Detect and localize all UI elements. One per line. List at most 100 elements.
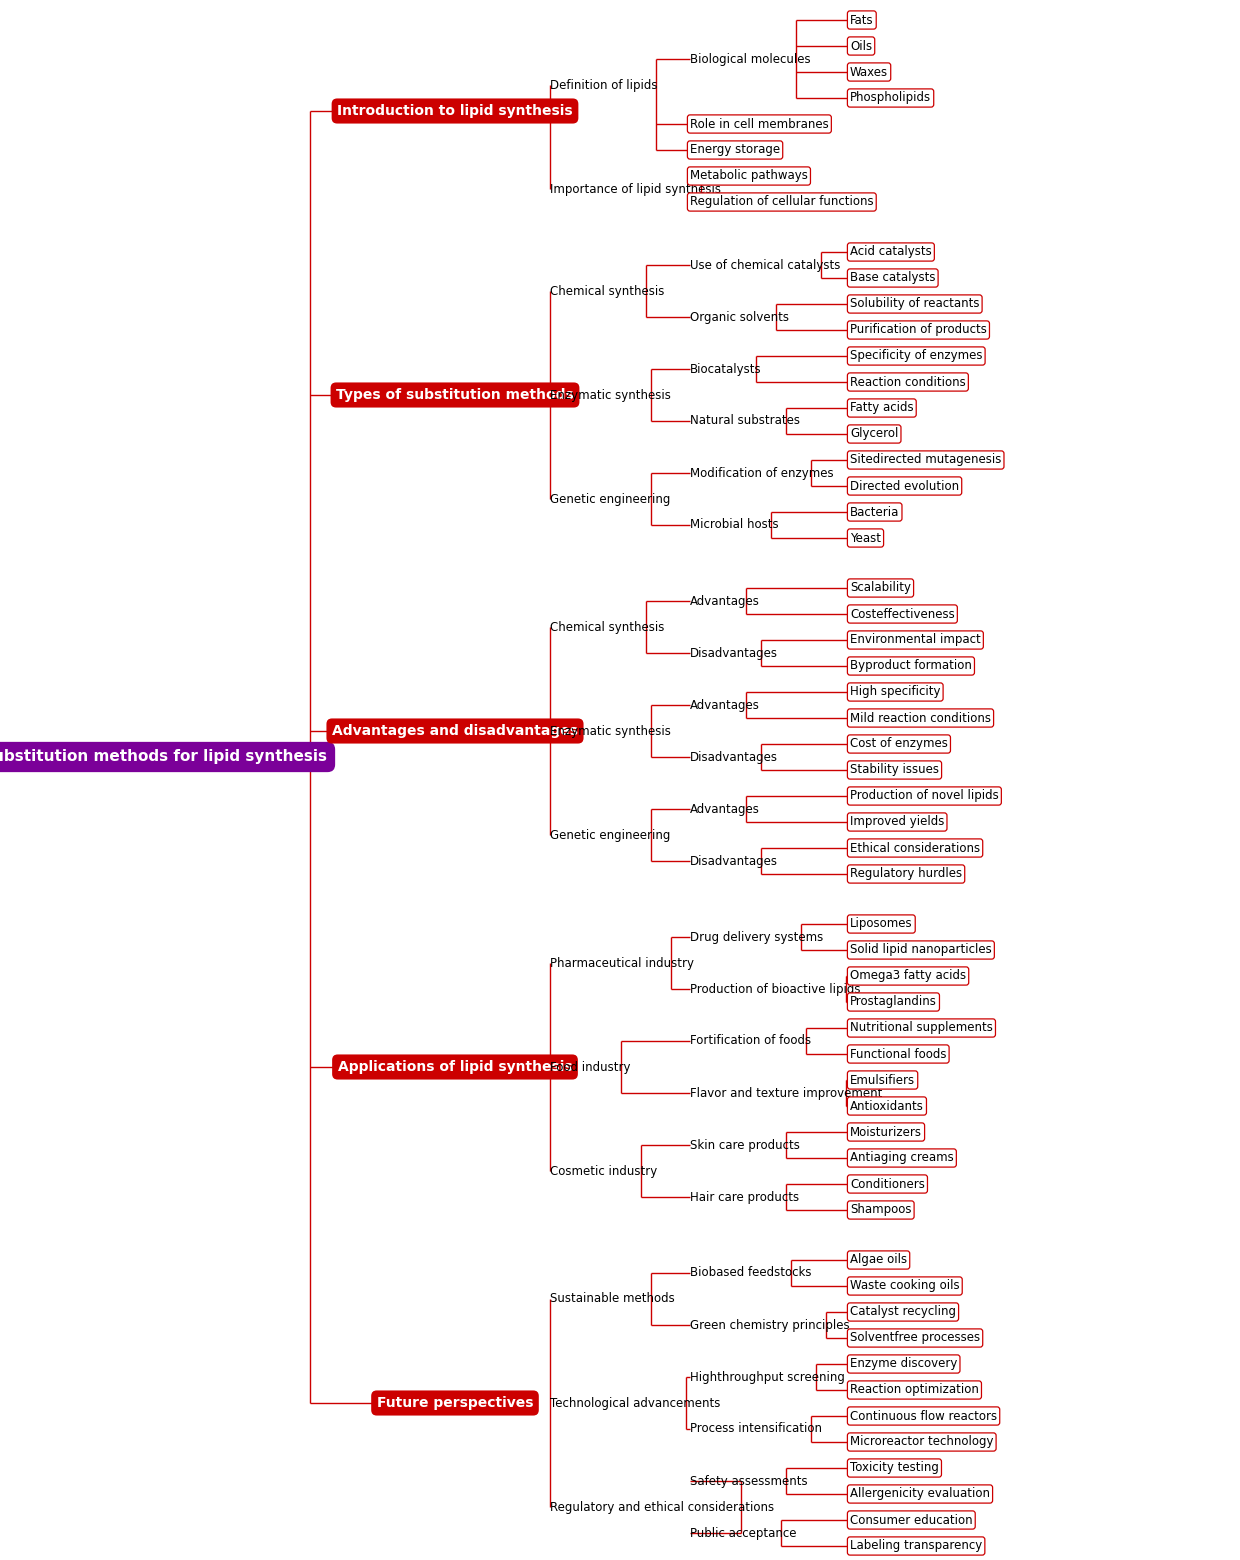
Text: Moisturizers: Moisturizers	[849, 1125, 923, 1139]
Text: Biological molecules: Biological molecules	[689, 53, 811, 66]
Text: Introduction to lipid synthesis: Introduction to lipid synthesis	[337, 105, 573, 119]
Text: Mild reaction conditions: Mild reaction conditions	[849, 711, 991, 724]
Text: Production of bioactive lipids: Production of bioactive lipids	[689, 983, 861, 995]
Text: Biocatalysts: Biocatalysts	[689, 362, 761, 376]
Text: Hair care products: Hair care products	[689, 1190, 799, 1203]
Text: Flavor and texture improvement: Flavor and texture improvement	[689, 1086, 883, 1100]
Text: Green chemistry principles: Green chemistry principles	[689, 1318, 849, 1332]
Text: Organic solvents: Organic solvents	[689, 310, 789, 323]
Text: Advantages: Advantages	[689, 802, 760, 816]
Text: Highthroughput screening: Highthroughput screening	[689, 1371, 844, 1384]
Text: Omega3 fatty acids: Omega3 fatty acids	[849, 969, 966, 983]
Text: Fatty acids: Fatty acids	[849, 401, 914, 415]
Text: Enzyme discovery: Enzyme discovery	[849, 1357, 957, 1371]
Text: Process intensification: Process intensification	[689, 1423, 822, 1435]
Text: Substitution methods for lipid synthesis: Substitution methods for lipid synthesis	[0, 749, 327, 764]
Text: Acid catalysts: Acid catalysts	[849, 245, 931, 259]
Text: Glycerol: Glycerol	[849, 427, 898, 440]
Text: Reaction conditions: Reaction conditions	[849, 376, 966, 388]
Text: Antioxidants: Antioxidants	[849, 1100, 924, 1112]
Text: Algae oils: Algae oils	[849, 1254, 908, 1267]
Text: Chemical synthesis: Chemical synthesis	[551, 621, 665, 633]
Text: Regulation of cellular functions: Regulation of cellular functions	[689, 195, 874, 209]
Text: Microreactor technology: Microreactor technology	[849, 1435, 993, 1449]
Text: Cosmetic industry: Cosmetic industry	[551, 1164, 657, 1178]
Text: Food industry: Food industry	[551, 1061, 630, 1073]
Text: Production of novel lipids: Production of novel lipids	[849, 789, 998, 802]
Text: Improved yields: Improved yields	[849, 816, 945, 828]
Text: Disadvantages: Disadvantages	[689, 646, 777, 660]
Text: Reaction optimization: Reaction optimization	[849, 1384, 978, 1396]
Text: Sitedirected mutagenesis: Sitedirected mutagenesis	[849, 454, 1002, 466]
Text: Skin care products: Skin care products	[689, 1139, 800, 1151]
Text: Stability issues: Stability issues	[849, 763, 939, 777]
Text: Antiaging creams: Antiaging creams	[849, 1151, 954, 1164]
Text: Technological advancements: Technological advancements	[551, 1396, 720, 1410]
Text: Applications of lipid synthesis: Applications of lipid synthesis	[337, 1059, 573, 1073]
Text: Solubility of reactants: Solubility of reactants	[849, 298, 980, 310]
Text: Fats: Fats	[849, 14, 874, 27]
Text: Base catalysts: Base catalysts	[849, 271, 935, 284]
Text: Cost of enzymes: Cost of enzymes	[849, 738, 947, 750]
Text: Directed evolution: Directed evolution	[849, 479, 959, 493]
Text: Advantages: Advantages	[689, 699, 760, 711]
Text: Labeling transparency: Labeling transparency	[849, 1540, 982, 1552]
Text: Energy storage: Energy storage	[689, 144, 780, 156]
Text: Safety assessments: Safety assessments	[689, 1474, 807, 1488]
Text: Sustainable methods: Sustainable methods	[551, 1293, 675, 1306]
Text: Drug delivery systems: Drug delivery systems	[689, 930, 823, 944]
Text: Functional foods: Functional foods	[849, 1047, 946, 1061]
Text: Chemical synthesis: Chemical synthesis	[551, 284, 665, 298]
Text: Oils: Oils	[849, 39, 872, 53]
Text: Shampoos: Shampoos	[849, 1203, 911, 1217]
Text: Continuous flow reactors: Continuous flow reactors	[849, 1410, 997, 1423]
Text: Future perspectives: Future perspectives	[377, 1396, 533, 1410]
Text: Role in cell membranes: Role in cell membranes	[689, 117, 828, 131]
Text: Genetic engineering: Genetic engineering	[551, 828, 671, 841]
Text: Enzymatic synthesis: Enzymatic synthesis	[551, 724, 671, 738]
Text: Waste cooking oils: Waste cooking oils	[849, 1279, 960, 1293]
Text: Disadvantages: Disadvantages	[689, 750, 777, 763]
Text: Disadvantages: Disadvantages	[689, 855, 777, 867]
Text: Nutritional supplements: Nutritional supplements	[849, 1022, 993, 1034]
Text: Purification of products: Purification of products	[849, 323, 987, 337]
Text: Solid lipid nanoparticles: Solid lipid nanoparticles	[849, 944, 992, 956]
Text: Conditioners: Conditioners	[849, 1178, 925, 1190]
Text: Regulatory and ethical considerations: Regulatory and ethical considerations	[551, 1501, 774, 1513]
Text: Types of substitution methods: Types of substitution methods	[336, 388, 574, 402]
Text: Byproduct formation: Byproduct formation	[849, 660, 972, 672]
Text: Advantages and disadvantages: Advantages and disadvantages	[332, 724, 578, 738]
Text: Catalyst recycling: Catalyst recycling	[849, 1306, 956, 1318]
Text: Pharmaceutical industry: Pharmaceutical industry	[551, 956, 694, 969]
Text: Definition of lipids: Definition of lipids	[551, 78, 657, 92]
Text: Enzymatic synthesis: Enzymatic synthesis	[551, 388, 671, 401]
Text: Solventfree processes: Solventfree processes	[849, 1332, 980, 1345]
Text: Yeast: Yeast	[849, 532, 880, 544]
Text: Biobased feedstocks: Biobased feedstocks	[689, 1267, 811, 1279]
Text: Allergenicity evaluation: Allergenicity evaluation	[849, 1488, 990, 1501]
Text: Consumer education: Consumer education	[849, 1513, 972, 1527]
Text: Public acceptance: Public acceptance	[689, 1527, 796, 1540]
Text: Fortification of foods: Fortification of foods	[689, 1034, 811, 1047]
Text: Bacteria: Bacteria	[849, 505, 899, 518]
Text: Use of chemical catalysts: Use of chemical catalysts	[689, 259, 841, 271]
Text: Environmental impact: Environmental impact	[849, 633, 981, 646]
Text: Natural substrates: Natural substrates	[689, 415, 800, 427]
Text: Genetic engineering: Genetic engineering	[551, 493, 671, 505]
Text: Costeffectiveness: Costeffectiveness	[849, 607, 955, 621]
Text: Waxes: Waxes	[849, 66, 888, 78]
Text: Modification of enzymes: Modification of enzymes	[689, 466, 833, 479]
Text: Specificity of enzymes: Specificity of enzymes	[849, 349, 982, 362]
Text: Liposomes: Liposomes	[849, 917, 913, 930]
Text: Regulatory hurdles: Regulatory hurdles	[849, 867, 962, 880]
Text: Metabolic pathways: Metabolic pathways	[689, 170, 808, 183]
Text: Prostaglandins: Prostaglandins	[849, 995, 937, 1008]
Text: Advantages: Advantages	[689, 594, 760, 607]
Text: Importance of lipid synthesis: Importance of lipid synthesis	[551, 183, 720, 195]
Text: Microbial hosts: Microbial hosts	[689, 518, 779, 532]
Text: High specificity: High specificity	[849, 685, 940, 699]
Text: Phospholipids: Phospholipids	[849, 92, 931, 105]
Text: Scalability: Scalability	[849, 582, 911, 594]
Text: Emulsifiers: Emulsifiers	[849, 1073, 915, 1086]
Text: Toxicity testing: Toxicity testing	[849, 1462, 939, 1474]
